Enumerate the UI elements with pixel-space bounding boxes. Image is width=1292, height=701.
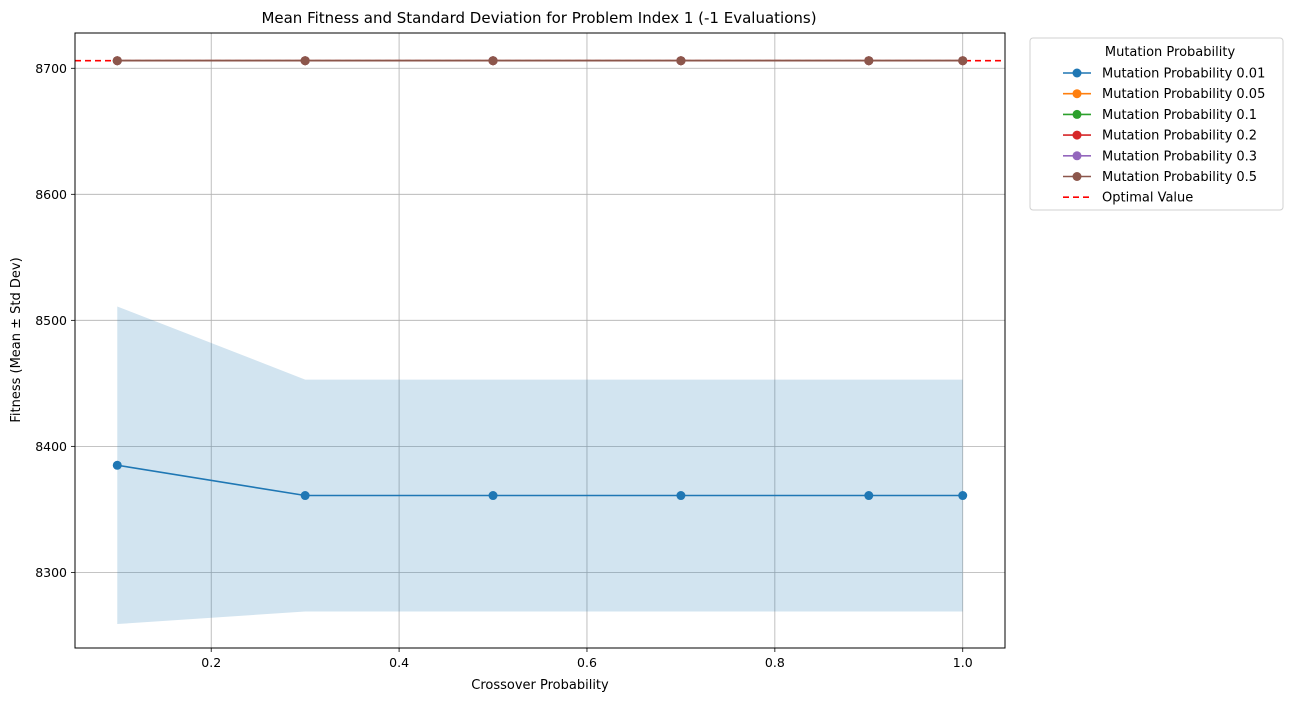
std-band-series-0 [117, 306, 963, 625]
y-axis-label: Fitness (Mean ± Std Dev) [9, 257, 24, 422]
legend-entry-3: Mutation Probability 0.2 [1063, 129, 1257, 144]
point-series-0-4 [864, 491, 874, 501]
legend-label-3: Mutation Probability 0.2 [1102, 129, 1257, 144]
legend-marker-1 [1072, 89, 1082, 99]
chart-title: Mean Fitness and Standard Deviation for … [261, 9, 816, 27]
legend-marker-0 [1072, 68, 1082, 78]
series-0 [112, 460, 968, 501]
x-tick-label-1: 0.4 [389, 655, 409, 670]
legend-marker-2 [1072, 109, 1082, 119]
legend: Mutation Probability Mutation Probabilit… [1029, 37, 1284, 211]
y-tick-label-1: 8400 [35, 439, 67, 454]
legend-marker-4 [1072, 151, 1082, 161]
point-series-5-1 [300, 56, 310, 66]
point-series-5-0 [112, 56, 122, 66]
legend-entries: Mutation Probability 0.01 Mutation Probab… [1063, 67, 1265, 206]
legend-title: Mutation Probability [1105, 45, 1236, 60]
point-series-0-1 [300, 491, 310, 501]
legend-entry-0: Mutation Probability 0.01 [1063, 67, 1265, 82]
x-tick-label-2: 0.6 [577, 655, 597, 670]
y-tick-label-0: 8300 [35, 565, 67, 580]
point-series-5-5 [958, 56, 968, 66]
legend-label-0: Mutation Probability 0.01 [1102, 67, 1265, 82]
legend-marker-5 [1072, 172, 1082, 181]
legend-label-6: Optimal Value [1102, 191, 1193, 206]
y-tick-label-4: 8700 [35, 61, 67, 76]
x-axis-label: Crossover Probability [471, 678, 609, 693]
point-series-5-4 [864, 56, 874, 66]
y-tick-label-2: 8500 [35, 313, 67, 328]
series-line-0 [117, 464, 963, 497]
grid [75, 33, 1005, 648]
point-series-0-2 [488, 491, 498, 501]
std-dev-bands [117, 306, 963, 625]
point-series-0-0 [112, 460, 122, 470]
legend-entry-4: Mutation Probability 0.3 [1063, 149, 1257, 164]
point-series-0-5 [958, 491, 968, 501]
point-series-0-3 [676, 491, 686, 501]
x-tick-label-0: 0.2 [201, 655, 221, 670]
legend-label-1: Mutation Probability 0.05 [1102, 87, 1265, 102]
x-tick-label-3: 0.8 [765, 655, 785, 670]
legend-frame [1029, 37, 1284, 211]
legend-label-4: Mutation Probability 0.3 [1102, 149, 1257, 164]
legend-entry-6: Optimal Value [1063, 191, 1193, 206]
x-axis-ticks: 0.2 0.4 0.6 0.8 1.0 [201, 648, 973, 670]
plot-frame [74, 32, 1006, 649]
y-tick-label-3: 8600 [35, 187, 67, 202]
point-series-5-2 [488, 56, 498, 66]
series-5 [112, 56, 968, 66]
legend-entry-1: Mutation Probability 0.05 [1063, 87, 1265, 102]
legend-entry-2: Mutation Probability 0.1 [1063, 108, 1257, 123]
legend-label-2: Mutation Probability 0.1 [1102, 108, 1257, 123]
y-axis-ticks: 8300 8400 8500 8600 8700 [35, 61, 75, 580]
legend-marker-3 [1072, 130, 1082, 140]
legend-label-5: Mutation Probability 0.5 [1102, 170, 1257, 185]
x-tick-label-4: 1.0 [953, 655, 973, 670]
point-series-5-3 [676, 56, 686, 66]
legend-entry-5: Mutation Probability 0.5 [1063, 170, 1257, 185]
series-lines [112, 56, 968, 501]
